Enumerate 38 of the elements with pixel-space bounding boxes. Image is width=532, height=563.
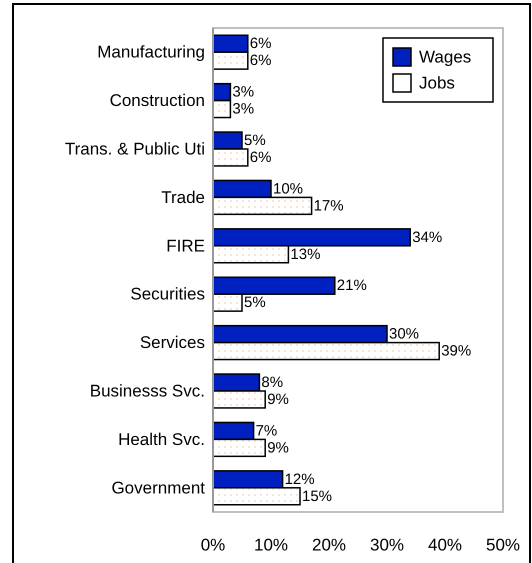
y-tick-label: Securities xyxy=(130,284,205,304)
data-label: 12% xyxy=(284,470,315,488)
y-tick-label: Health Svc. xyxy=(118,430,205,449)
data-label: 13% xyxy=(290,246,320,263)
legend-label: Wages xyxy=(419,48,472,66)
x-tick-label: 50% xyxy=(486,536,520,554)
x-tick-label: 30% xyxy=(370,536,404,554)
y-tick-label: Services xyxy=(140,333,205,352)
data-label: 6% xyxy=(250,35,272,52)
y-tick-label: Trade xyxy=(161,188,205,207)
data-label: 9% xyxy=(267,439,289,456)
y-tick-label: FIRE xyxy=(166,236,205,256)
x-tick-label: 20% xyxy=(312,536,346,554)
data-label: 3% xyxy=(232,100,254,118)
y-tick-label: Businesss Svc. xyxy=(90,382,205,400)
data-label: 6% xyxy=(250,52,272,70)
data-label: 15% xyxy=(302,488,332,505)
y-tick-label: Construction xyxy=(110,91,205,110)
data-label: 30% xyxy=(389,326,420,343)
data-label: 5% xyxy=(244,294,266,312)
data-label: 3% xyxy=(232,84,254,101)
data-label: 34% xyxy=(412,228,442,246)
y-tick-label: Government xyxy=(111,478,206,498)
data-label: 6% xyxy=(250,148,272,166)
data-label: 21% xyxy=(336,277,367,294)
y-tick-label: Trans. & Public Uti xyxy=(64,140,205,158)
data-label: 5% xyxy=(244,132,266,150)
data-label: 39% xyxy=(441,342,472,360)
legend-label: Jobs xyxy=(419,74,455,92)
data-label: 17% xyxy=(314,197,344,214)
data-label: 10% xyxy=(273,180,304,198)
y-tick-label: Manufacturing xyxy=(97,42,205,62)
data-label: 9% xyxy=(267,390,289,408)
x-tick-label: 10% xyxy=(254,536,288,554)
x-tick-label: 0% xyxy=(200,536,226,554)
x-tick-label: 40% xyxy=(428,536,462,554)
data-label: 7% xyxy=(256,422,278,440)
data-label: 8% xyxy=(261,374,284,392)
